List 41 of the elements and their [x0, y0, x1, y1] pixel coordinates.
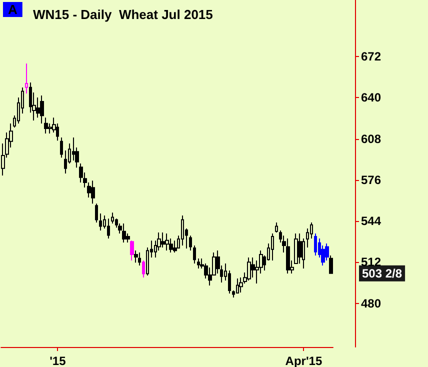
candlestick [91, 180, 95, 204]
candlestick [142, 260, 145, 278]
y-tick-label: 576 [361, 172, 382, 187]
candlestick [236, 278, 239, 294]
candlestick [181, 215, 184, 246]
candlestick [107, 218, 110, 240]
candlestick [60, 137, 63, 158]
annotation: A [8, 2, 18, 17]
candlestick [239, 276, 243, 294]
candlestick [161, 232, 165, 248]
candlestick [95, 203, 98, 223]
candlestick [325, 243, 329, 262]
candlestick [111, 212, 114, 224]
candlestick [286, 238, 290, 274]
candlestick [25, 62, 28, 94]
text: 503 2/8 [362, 266, 402, 280]
text: WN15 - Daily Wheat Jul 2015 [33, 7, 213, 22]
candlestick [138, 252, 141, 266]
candlestick [294, 233, 298, 264]
y-tick-label: 640 [361, 90, 382, 105]
candlestick [189, 235, 192, 251]
y-tick-label: 480 [361, 296, 382, 310]
candlestick [165, 233, 169, 251]
candlestick [247, 257, 251, 282]
candlestick [193, 244, 196, 264]
candlestick [44, 117, 48, 134]
candlestick [40, 94, 44, 124]
candlestick [134, 250, 138, 264]
y-tick-label: 672 [361, 50, 382, 64]
candlestick [275, 222, 278, 233]
y-tick-label: 544 [361, 214, 382, 228]
candlestick [271, 233, 274, 262]
y-tick-label: 608 [361, 132, 382, 146]
candlestick [298, 233, 302, 264]
candlestick [130, 240, 134, 262]
x-tick-label: '15 [50, 354, 66, 367]
candlestick [122, 222, 126, 244]
candlestick [99, 212, 102, 232]
candlestick [197, 258, 200, 269]
candlestick [329, 254, 333, 274]
candlestick [314, 233, 317, 256]
